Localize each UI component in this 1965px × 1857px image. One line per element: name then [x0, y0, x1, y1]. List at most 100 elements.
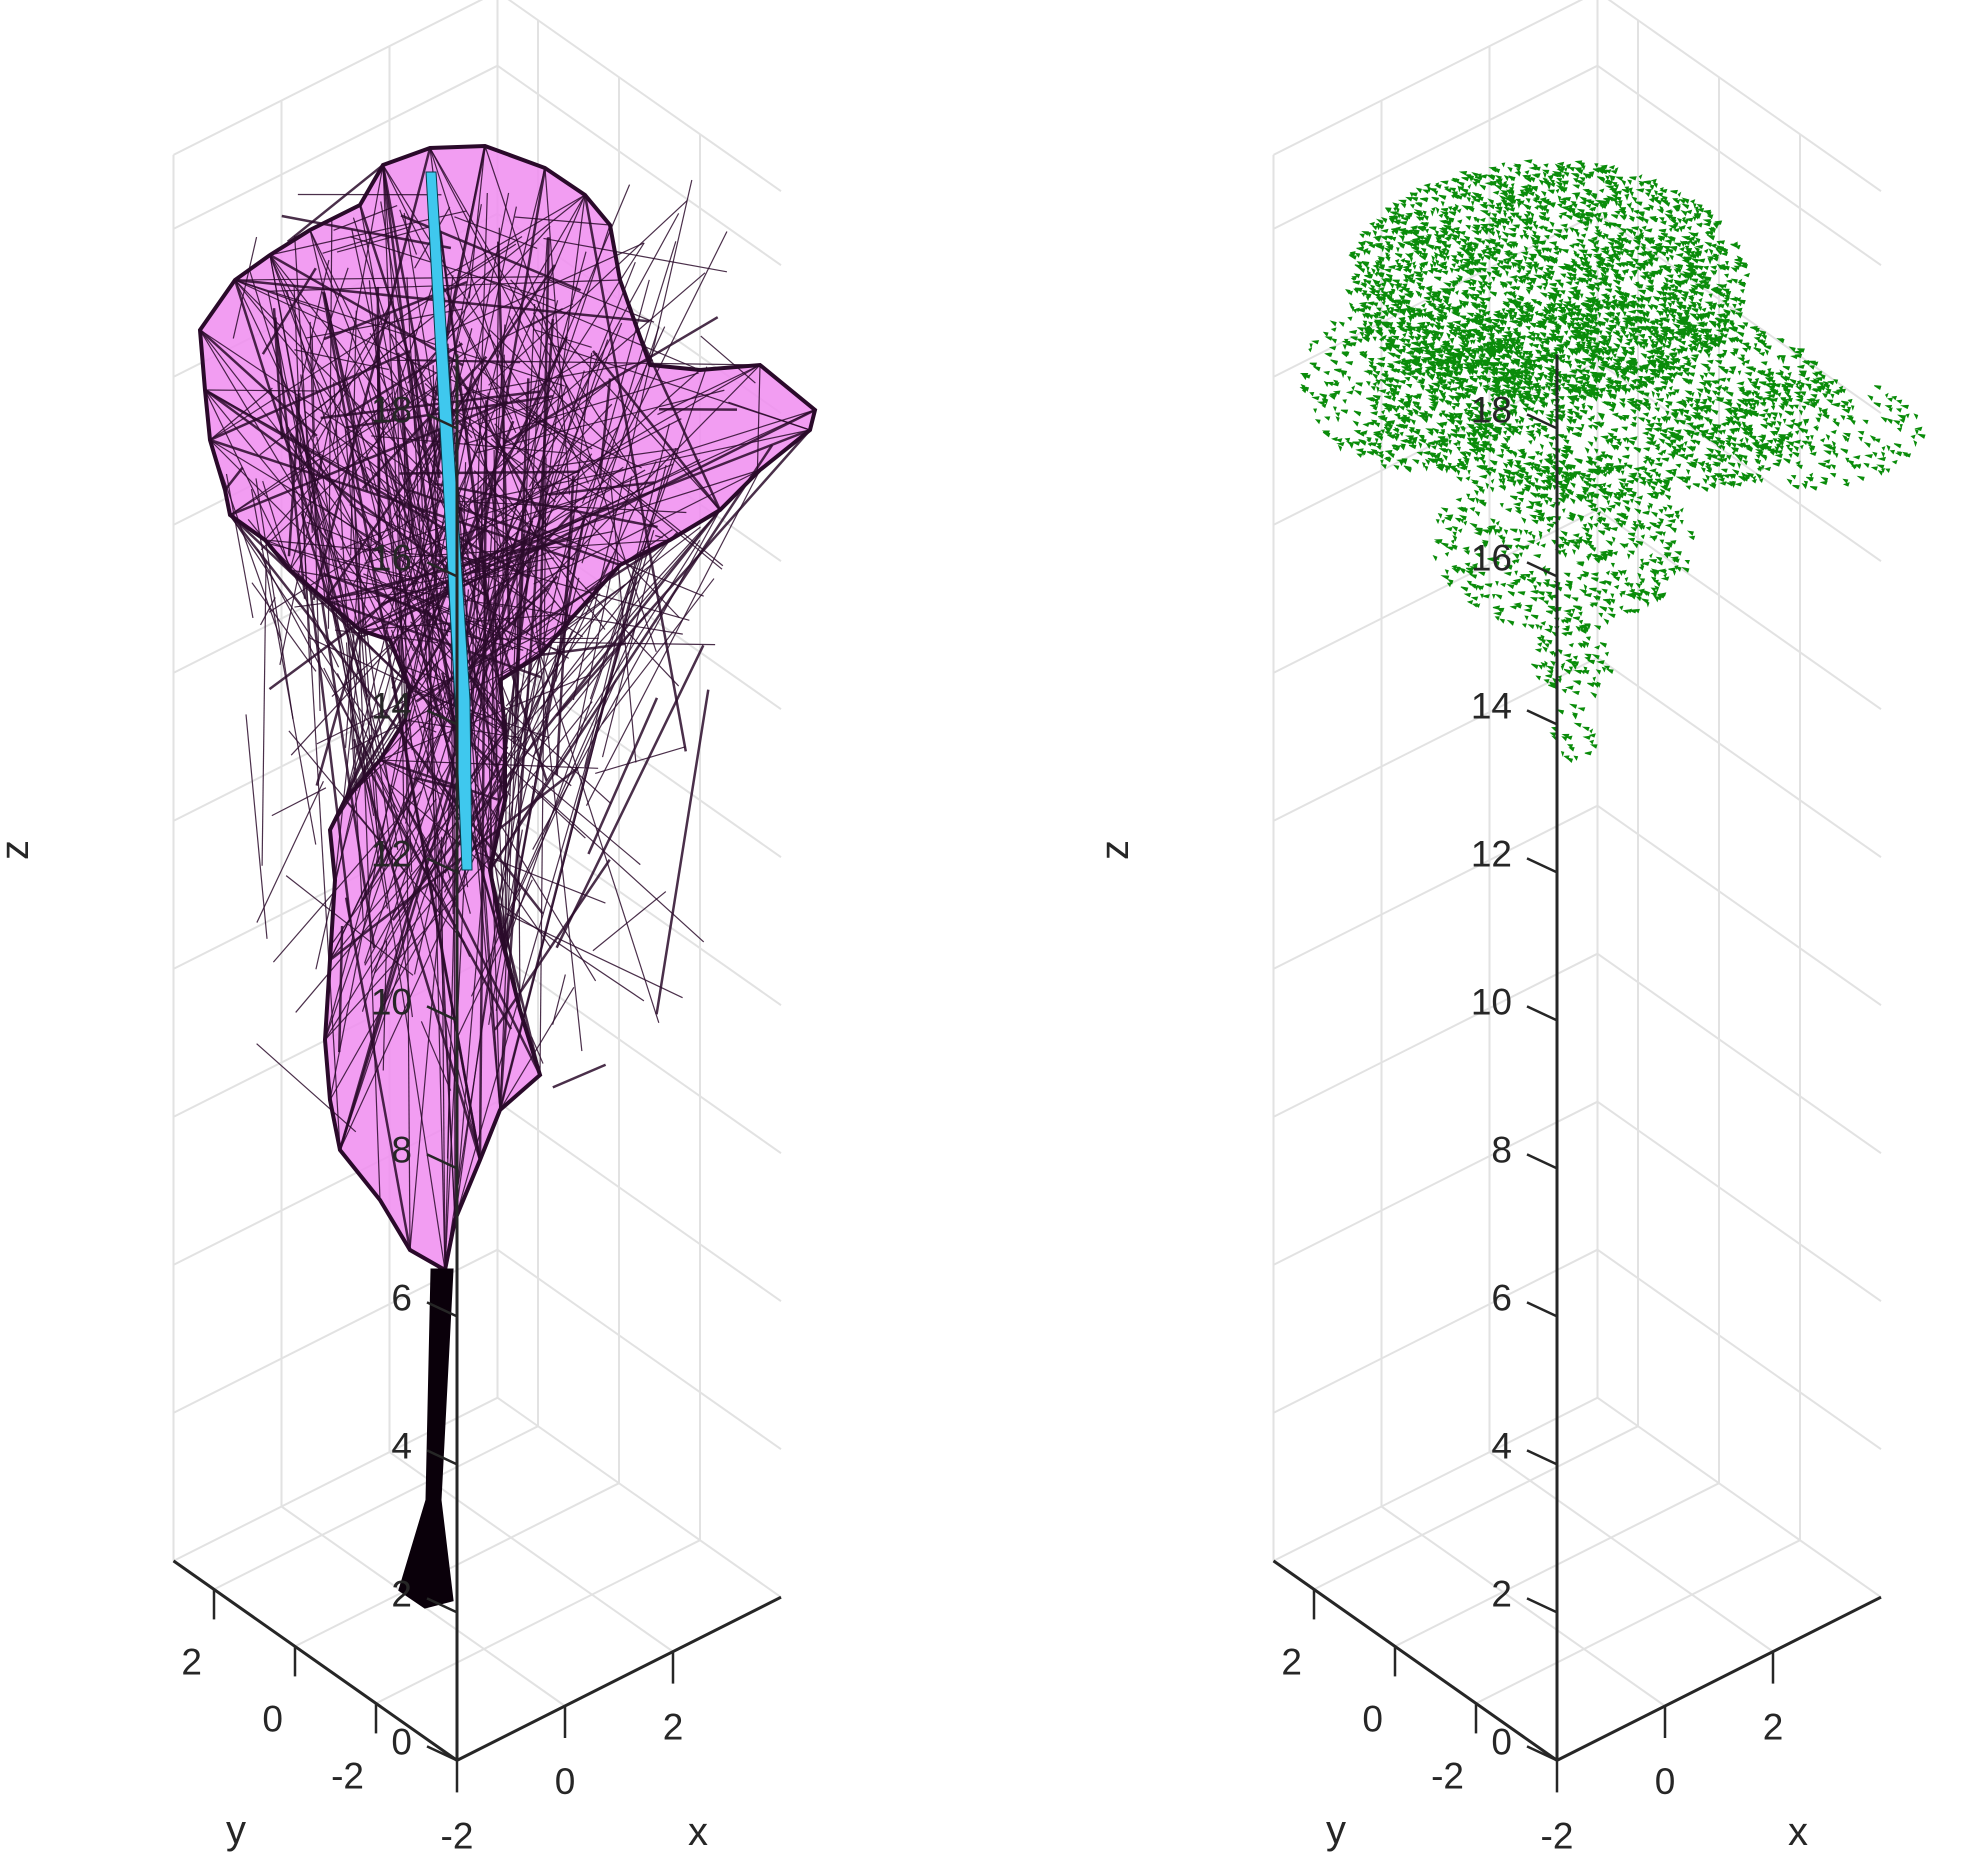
mesh-edge [269, 254, 389, 909]
mesh-edge [353, 486, 383, 869]
z-tick-label: 14 [371, 685, 412, 726]
z-tick-label: 18 [371, 389, 412, 430]
mesh-edge [479, 393, 566, 425]
mesh-edge [281, 214, 452, 250]
left-y-axis-label: y [226, 1808, 246, 1852]
grid-line [1596, 804, 1882, 1007]
mesh-edge [446, 291, 513, 420]
mesh-edge [609, 478, 637, 763]
mesh-edge [318, 504, 430, 581]
mesh-edge [470, 680, 617, 997]
z-tick-label: 14 [1471, 685, 1512, 726]
mesh-edge [530, 593, 601, 649]
left-mesh [197, 143, 818, 1609]
z-tick-label: 16 [371, 537, 412, 578]
grid-line [1596, 656, 1882, 859]
mesh-edge [306, 521, 389, 556]
mesh-edge [289, 268, 493, 571]
z-tick [1526, 857, 1558, 874]
mesh-edge [260, 597, 276, 626]
mesh-edge [488, 444, 774, 871]
mesh-edge [447, 428, 811, 573]
right-z-axis-label: z [1093, 840, 1137, 860]
mesh-edge [633, 322, 722, 511]
mesh-edge [336, 223, 440, 253]
mesh-edge [379, 759, 599, 769]
mesh-edge [272, 790, 423, 963]
mesh-edge [525, 303, 574, 329]
mesh-edge [406, 277, 456, 1221]
z-tick-label: 4 [1491, 1425, 1512, 1466]
grid-line [1273, 656, 1598, 822]
mesh-edge [655, 689, 710, 1015]
mesh-edge [295, 396, 341, 1151]
mesh-edge [295, 509, 721, 1013]
mesh-edge [504, 713, 508, 951]
mesh-edge [503, 514, 586, 951]
mesh-edge [269, 254, 448, 564]
mesh-edge [504, 307, 563, 338]
mesh-edge [293, 284, 311, 663]
mesh-edge [498, 576, 638, 1111]
mesh-edge [552, 1063, 607, 1089]
grid-line [1273, 0, 1584, 156]
mesh-edge [655, 534, 663, 539]
mesh-edge [304, 410, 410, 493]
grid-line [496, 1248, 782, 1451]
grid-line [1313, 1425, 1639, 1591]
mesh-edge [199, 329, 528, 751]
mesh-edge [324, 543, 550, 602]
mesh-edge [504, 366, 708, 951]
mesh-edge [287, 393, 301, 557]
grid-line [375, 1539, 701, 1705]
mesh-edge [505, 531, 678, 707]
mesh-edge [245, 714, 268, 939]
mesh-edge [514, 216, 611, 226]
z-tick [426, 1597, 458, 1614]
z-tick-label: 18 [1471, 389, 1512, 430]
grid-line [1273, 64, 1598, 230]
grid-line [1380, 1505, 1666, 1707]
mesh-edge [529, 459, 701, 546]
grid-line [1475, 1539, 1801, 1705]
mesh-edge [584, 529, 673, 590]
mesh-edge [516, 242, 645, 442]
mesh-edge [431, 359, 654, 401]
mesh-edge [329, 701, 455, 961]
z-tick [1526, 1153, 1558, 1170]
mesh-edge [531, 785, 705, 943]
mesh-edge [409, 616, 484, 691]
mesh-edge [552, 641, 716, 646]
mesh-edge [300, 513, 343, 638]
mesh-edge [229, 514, 380, 738]
mesh-edge [657, 364, 761, 416]
mesh-edge [510, 279, 721, 511]
mesh-edge [311, 333, 315, 438]
z-tick [1526, 709, 1558, 726]
mesh-edge [581, 326, 660, 564]
mesh-edge [440, 836, 446, 1271]
mesh-edge [546, 447, 679, 468]
mesh-edge [530, 1036, 544, 1064]
mesh-edge [232, 236, 258, 339]
z-tick [426, 1745, 458, 1762]
z-tick-label: 12 [371, 833, 412, 874]
y-tick-label: 0 [262, 1698, 283, 1739]
z-tick [426, 561, 458, 578]
mesh-edge [209, 243, 517, 441]
mesh-edge [479, 276, 701, 371]
grid-line [173, 0, 484, 156]
grid-line [1273, 1100, 1598, 1266]
mesh-edge [234, 279, 415, 652]
mesh-edge [315, 804, 354, 970]
mesh-edge [251, 582, 317, 672]
mesh-edge [268, 488, 460, 613]
z-tick-label: 8 [1491, 1129, 1512, 1170]
grid-line [1596, 1100, 1882, 1303]
grid-line [496, 952, 782, 1155]
mesh-edge [309, 229, 514, 651]
mesh-edge [531, 463, 674, 520]
mesh-edge [269, 254, 465, 703]
mesh-edge [552, 974, 566, 1025]
grid-line [1596, 508, 1882, 711]
